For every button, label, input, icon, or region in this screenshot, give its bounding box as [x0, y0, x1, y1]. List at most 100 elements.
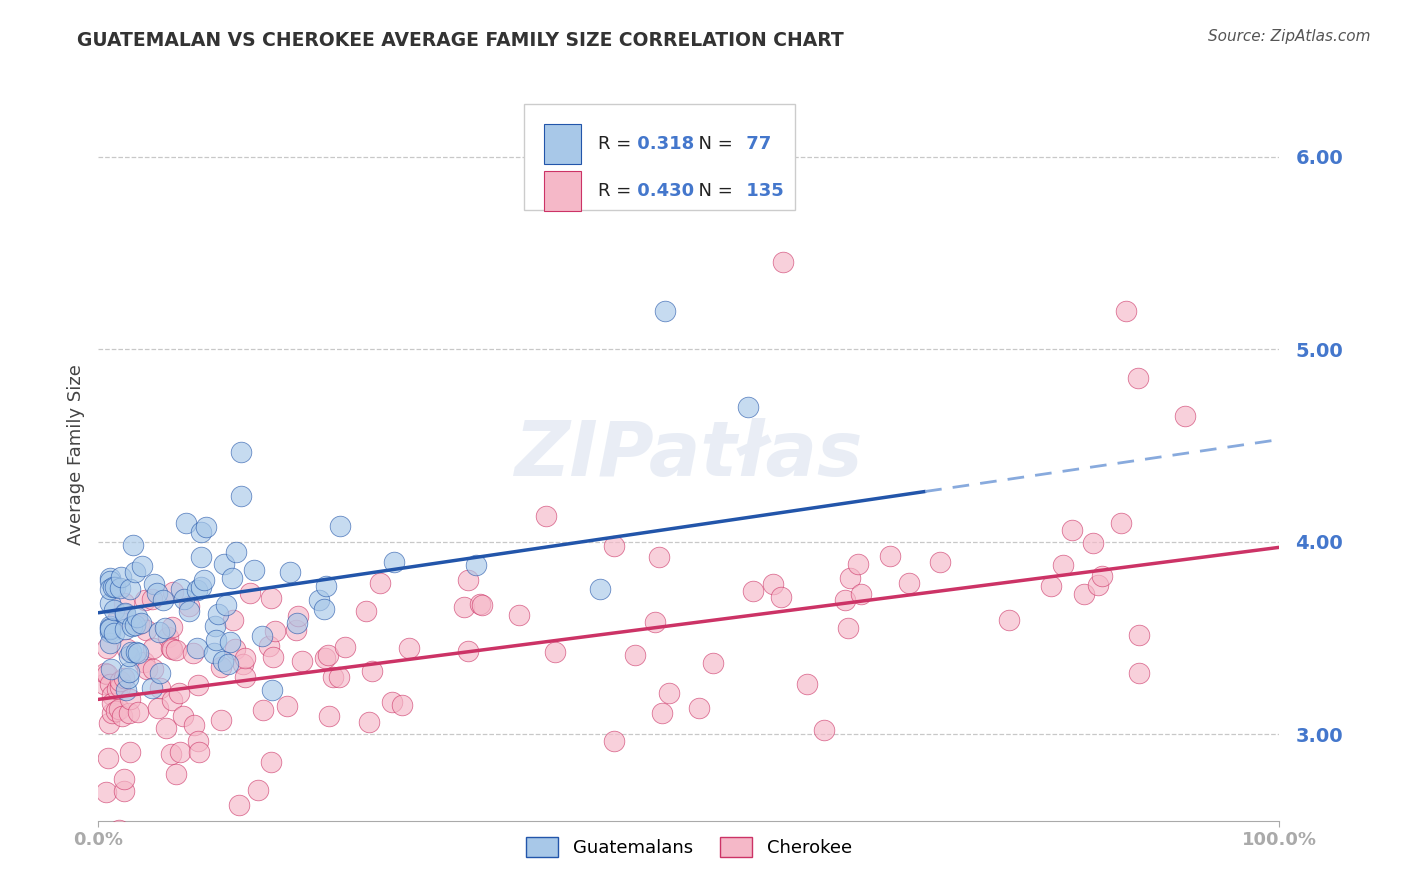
Point — [118, 745, 141, 759]
Point — [118, 582, 141, 596]
Point — [108, 581, 131, 595]
Point — [382, 555, 405, 569]
Point — [536, 509, 558, 524]
Point — [129, 615, 152, 630]
Point — [121, 619, 143, 633]
Point — [148, 700, 170, 714]
Point — [146, 585, 169, 599]
Point — [98, 619, 121, 633]
Point — [159, 640, 181, 655]
Point — [159, 747, 181, 761]
Point — [228, 797, 250, 812]
Point — [112, 596, 135, 610]
Point — [257, 639, 280, 653]
Point — [651, 706, 673, 721]
Point — [603, 540, 626, 554]
Point — [134, 655, 156, 669]
Point — [100, 661, 122, 675]
Point — [1128, 628, 1150, 642]
Point — [262, 650, 284, 665]
Point — [194, 519, 217, 533]
Point — [108, 702, 131, 716]
Text: ZIPatłas: ZIPatłas — [515, 418, 863, 491]
Point — [318, 709, 340, 723]
Point — [179, 599, 201, 614]
Point — [471, 598, 494, 612]
Point — [165, 643, 187, 657]
Point — [262, 682, 284, 697]
Point — [105, 681, 128, 696]
Point — [658, 686, 681, 700]
Point — [152, 592, 174, 607]
Point — [101, 696, 124, 710]
Point — [177, 604, 200, 618]
Point — [221, 571, 243, 585]
Point — [453, 599, 475, 614]
Point — [112, 772, 135, 786]
Point — [391, 698, 413, 712]
Point — [929, 556, 952, 570]
Point — [333, 640, 356, 654]
Point — [508, 608, 530, 623]
Point — [172, 709, 194, 723]
Point — [276, 698, 298, 713]
Point — [98, 636, 121, 650]
Point — [112, 784, 135, 798]
Point — [329, 519, 352, 533]
Point — [118, 706, 141, 720]
Point — [128, 617, 150, 632]
Point — [381, 695, 404, 709]
Point — [187, 678, 209, 692]
Point — [141, 591, 163, 606]
Point — [1091, 569, 1114, 583]
Point — [190, 525, 212, 540]
Point — [183, 718, 205, 732]
Point — [813, 723, 835, 738]
Point — [141, 662, 163, 676]
Point — [998, 613, 1021, 627]
Point — [250, 629, 273, 643]
Point — [737, 400, 759, 414]
Point — [284, 623, 307, 637]
Point — [229, 489, 252, 503]
Y-axis label: Average Family Size: Average Family Size — [66, 365, 84, 545]
Point — [322, 670, 344, 684]
Point — [1128, 665, 1150, 680]
Point — [239, 586, 262, 600]
Point — [98, 574, 121, 588]
Point — [186, 582, 208, 597]
Point — [170, 582, 193, 597]
Point — [173, 592, 195, 607]
Point — [183, 646, 205, 660]
Point — [1060, 523, 1083, 537]
Text: N =: N = — [686, 182, 738, 200]
Point — [118, 649, 141, 664]
Point — [1174, 409, 1197, 424]
Point — [96, 666, 118, 681]
Text: 0.318: 0.318 — [631, 135, 695, 153]
Point — [117, 671, 139, 685]
Point — [202, 646, 225, 660]
Point — [252, 703, 274, 717]
Point — [174, 516, 197, 530]
Point — [107, 610, 129, 624]
Point — [101, 580, 124, 594]
Point — [232, 657, 254, 672]
Point — [127, 706, 149, 720]
Point — [100, 688, 122, 702]
Point — [115, 682, 138, 697]
Point — [1081, 536, 1104, 550]
Text: 77: 77 — [740, 135, 770, 153]
Point — [141, 681, 163, 695]
Point — [465, 558, 488, 572]
Point — [121, 538, 143, 552]
Point — [125, 645, 148, 659]
Point — [589, 582, 612, 596]
Point — [207, 607, 229, 621]
Point — [98, 582, 121, 596]
Point — [98, 571, 121, 585]
Point — [457, 644, 479, 658]
Point — [108, 680, 131, 694]
Point — [143, 576, 166, 591]
Point — [114, 606, 136, 620]
